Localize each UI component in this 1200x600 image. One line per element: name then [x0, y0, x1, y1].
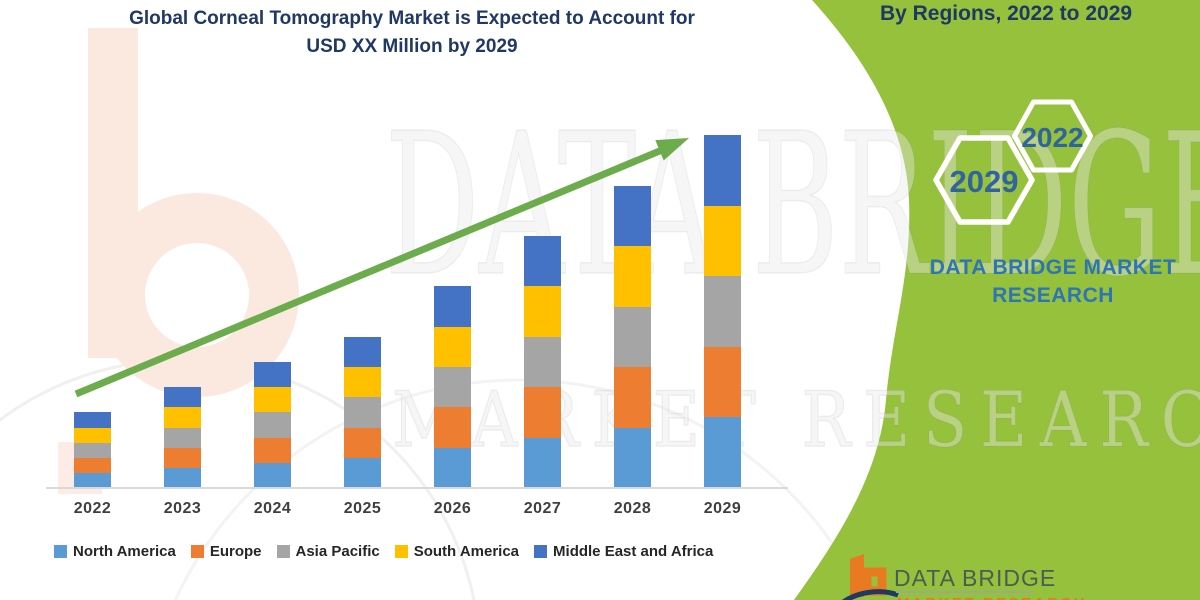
legend-label-south-america: South America	[413, 543, 520, 560]
bar-segment-2026-north-america	[434, 447, 471, 488]
legend-label-north-america: North America	[73, 543, 176, 560]
bar-segment-2024-south-america	[254, 387, 291, 413]
x-axis-line	[46, 487, 788, 489]
brand-text-line1: DATA BRIDGE MARKET	[929, 256, 1177, 279]
legend-swatch-europe	[190, 545, 204, 558]
legend-label-middle-east-and-africa: Middle East and Africa	[553, 543, 714, 560]
legend-item-asia-pacific: Asia Pacific	[276, 543, 380, 560]
x-axis-label-2023: 2023	[163, 500, 202, 517]
bar-segment-2028-europe	[614, 367, 651, 428]
watermark-line2: MARKET RESEARCH	[391, 375, 1200, 464]
legend-item-middle-east-and-africa: Middle East and Africa	[534, 543, 713, 560]
legend-item-north-america: North America	[54, 543, 176, 560]
legend-swatch-south-america	[394, 545, 408, 558]
bar-segment-2024-europe	[254, 437, 291, 463]
bar-segment-2025-middle-east-and-africa	[344, 336, 381, 368]
x-axis-label-2024: 2024	[253, 500, 292, 517]
hexagon-2022-label: 2022	[1021, 122, 1083, 153]
bar-segment-2029-north-america	[704, 417, 741, 488]
bar-segment-2029-europe	[704, 346, 741, 418]
legend-item-south-america: South America	[394, 543, 520, 560]
hexagon-2029-outline	[933, 135, 1035, 225]
x-axis-label-2027: 2027	[523, 500, 562, 517]
panel-heading: By Regions, 2022 to 2029	[879, 2, 1133, 25]
bar-segment-2023-middle-east-and-africa	[164, 387, 201, 408]
bar-segment-2022-south-america	[74, 427, 111, 443]
bar-segment-2023-asia-pacific	[164, 427, 201, 448]
watermark-b-stem	[88, 28, 138, 358]
bar-segment-2025-asia-pacific	[344, 397, 381, 428]
bar-segment-2026-europe	[434, 407, 471, 448]
legend-label-europe: Europe	[209, 543, 262, 560]
hexagon-2029: 2029	[933, 135, 1035, 225]
legend-swatch-asia-pacific	[276, 545, 290, 558]
bar-segment-2023-europe	[164, 447, 201, 468]
watermark-b-bowl	[95, 193, 299, 397]
bar-segment-2024-middle-east-and-africa	[254, 362, 291, 388]
bar-segment-2025-south-america	[344, 367, 381, 398]
legend-item-europe: Europe	[190, 543, 262, 560]
bar-segment-2024-asia-pacific	[254, 412, 291, 438]
chart-legend: North America Europe Asia Pacific South Ame…	[54, 543, 713, 560]
x-axis-label-2026: 2026	[433, 500, 472, 517]
hexagon-2022: 2022	[1012, 99, 1093, 173]
panel-brand-text: DATA BRIDGE MARKET RESEARCH	[922, 254, 1184, 311]
trend-arrow-head	[655, 138, 689, 161]
legend-swatch-middle-east-and-africa	[534, 545, 548, 558]
bar-segment-2023-north-america	[164, 467, 201, 488]
x-axis-label-2029: 2029	[703, 500, 742, 517]
bar-segment-2022-middle-east-and-africa	[74, 412, 111, 428]
bar-segment-2027-north-america	[524, 437, 561, 488]
bar-segment-2022-north-america	[74, 472, 111, 488]
bar-segment-2028-north-america	[614, 427, 651, 488]
bar-segment-2027-middle-east-and-africa	[524, 236, 561, 287]
bar-segment-2026-asia-pacific	[434, 367, 471, 408]
bar-segment-2029-south-america	[704, 205, 741, 277]
bar-segment-2029-asia-pacific	[704, 276, 741, 347]
legend-label-asia-pacific: Asia Pacific	[295, 543, 380, 560]
bar-segment-2027-europe	[524, 387, 561, 438]
x-axis-label-2025: 2025	[343, 500, 382, 517]
footer-sub-brand: MARKET RESEARCH	[897, 595, 1087, 600]
legend-swatch-north-america	[54, 545, 67, 558]
bar-segment-2028-asia-pacific	[614, 306, 651, 368]
bar-segment-2029-middle-east-and-africa	[704, 135, 741, 206]
bar-segment-2025-europe	[344, 427, 381, 458]
x-axis-label-2028: 2028	[613, 500, 652, 517]
bar-segment-2028-south-america	[614, 246, 651, 307]
page-title: Global Corneal Tomography Market is Expe…	[38, 5, 786, 60]
bar-segment-2024-north-america	[254, 462, 291, 488]
footer-underline	[896, 591, 1032, 593]
hexagon-2029-label: 2029	[950, 164, 1019, 199]
bar-segment-2022-asia-pacific	[74, 442, 111, 458]
bar-segment-2028-middle-east-and-africa	[614, 185, 651, 247]
bar-segment-2027-south-america	[524, 286, 561, 337]
bar-segment-2025-north-america	[344, 457, 381, 488]
footer-brand-name: DATA BRIDGE	[894, 565, 1057, 591]
footer-logo-icon	[842, 554, 899, 600]
bar-segment-2027-asia-pacific	[524, 336, 561, 388]
bar-segment-2026-south-america	[434, 326, 471, 368]
bar-segment-2022-europe	[74, 457, 111, 473]
x-axis-label-2022: 2022	[73, 500, 112, 517]
brand-text-line2: RESEARCH	[992, 284, 1114, 308]
title-line-2: USD XX Million by 2029	[306, 35, 518, 57]
bar-segment-2023-south-america	[164, 407, 201, 428]
hexagon-2022-outline	[1012, 99, 1093, 173]
bar-segment-2026-middle-east-and-africa	[434, 286, 471, 327]
title-line-1: Global Corneal Tomography Market is Expe…	[129, 8, 695, 29]
